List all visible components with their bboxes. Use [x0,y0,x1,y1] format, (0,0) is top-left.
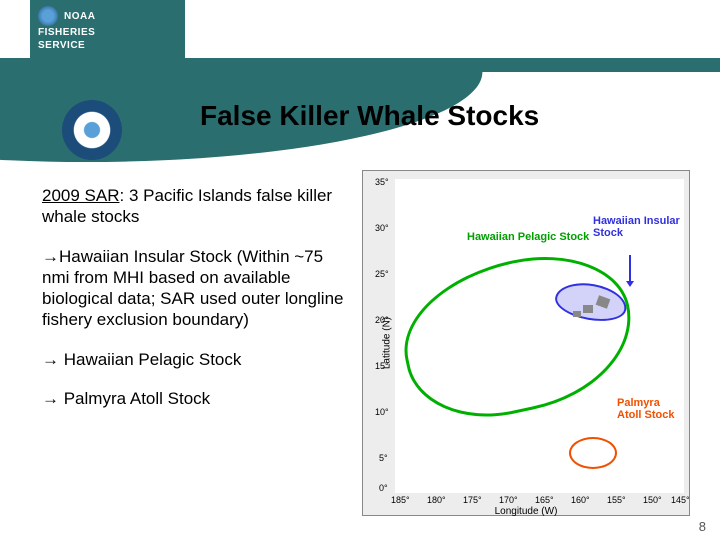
bullet-insular: →Hawaiian Insular Stock (Within ~75 nmi … [42,246,352,331]
x-axis-label: Longitude (W) [495,506,558,517]
palmyra-stock-outline [569,437,617,469]
xtick: 185° [391,495,410,505]
xtick: 160° [571,495,590,505]
palmyra-label: Palmyra Atoll Stock [617,397,684,421]
stocks-map: 35° 30° 25° 20° 15° 10° 5° 0° 185° 180° … [362,170,690,516]
xtick: 165° [535,495,554,505]
map-plot-area: Hawaiian Pelagic Stock Hawaiian Insular … [395,179,684,493]
org-name: NOAA [64,10,95,23]
ytick: 35° [375,177,389,187]
bullet-pelagic: → Hawaiian Pelagic Stock [42,349,352,370]
arrow-icon: → [42,350,59,369]
xtick: 150° [643,495,662,505]
noaa-banner: NOAA FISHERIES SERVICE [30,0,185,58]
ytick: 10° [375,407,389,417]
insular-label: Hawaiian Insular Stock [593,215,684,239]
sar-label: 2009 SAR [42,186,120,205]
bullet-palmyra: → Palmyra Atoll Stock [42,388,352,409]
xtick: 145° [671,495,690,505]
header: NOAA FISHERIES SERVICE [0,0,720,75]
ytick: 25° [375,269,389,279]
teal-bar [0,58,720,72]
noaa-logo-icon [38,6,58,26]
xtick: 180° [427,495,446,505]
org-line2: FISHERIES [38,26,177,39]
body-text: 2009 SAR: 3 Pacific Islands false killer… [42,185,352,427]
island-icon [583,305,593,313]
sar-line: 2009 SAR: 3 Pacific Islands false killer… [42,185,352,228]
pelagic-label: Hawaiian Pelagic Stock [467,231,589,243]
org-line3: SERVICE [38,39,177,52]
arrow-icon: → [42,389,59,408]
bullet2-text: Hawaiian Pelagic Stock [59,350,241,369]
y-axis-label: Latitude (N) [382,317,393,369]
slide-title: False Killer Whale Stocks [200,100,539,132]
island-icon [573,311,581,317]
bullet1-text: Hawaiian Insular Stock (Within ~75 nmi f… [42,247,343,330]
ytick: 30° [375,223,389,233]
ytick: 5° [379,453,388,463]
noaa-seal-icon [62,100,122,160]
ytick: 0° [379,483,388,493]
insular-arrow-icon [629,255,631,283]
xtick: 175° [463,495,482,505]
xtick: 170° [499,495,518,505]
pelagic-stock-outline [395,239,646,434]
arrow-icon: → [42,247,59,266]
slide-number: 8 [699,519,706,534]
bullet3-text: Palmyra Atoll Stock [59,389,210,408]
xtick: 155° [607,495,626,505]
